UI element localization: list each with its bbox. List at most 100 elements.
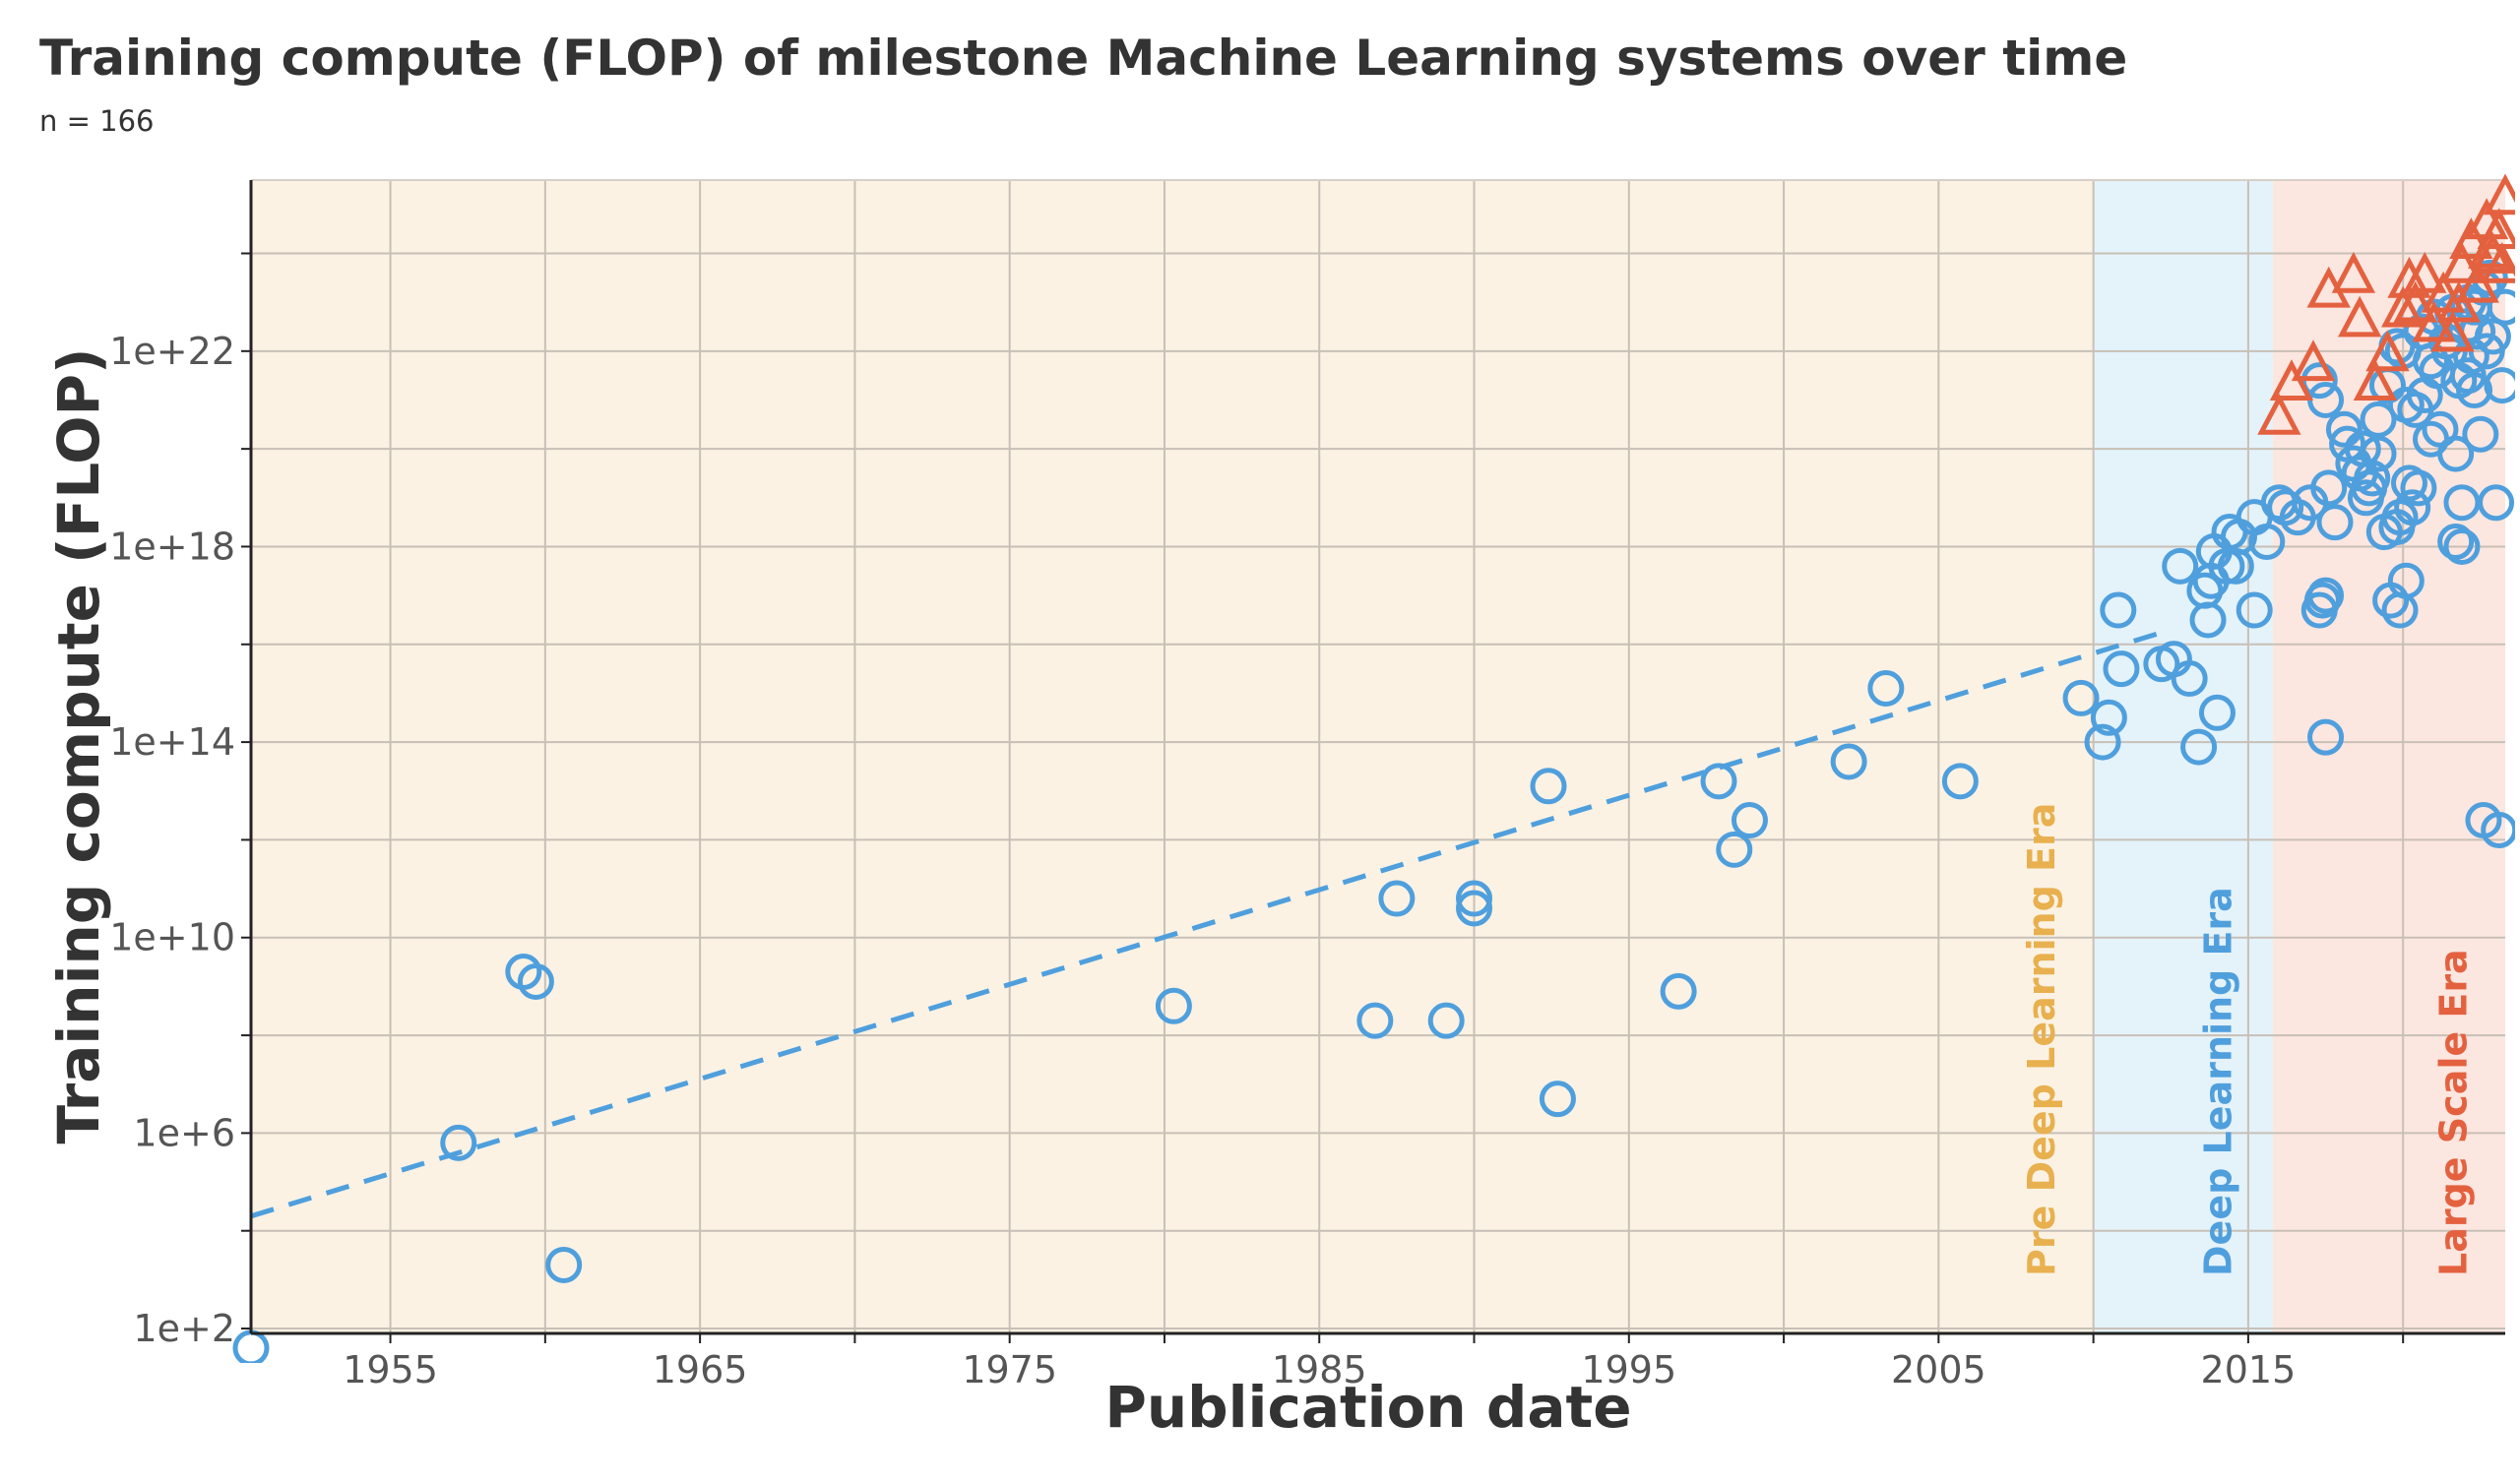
data-point-circle bbox=[517, 962, 554, 1000]
data-point-triangle bbox=[2483, 173, 2515, 216]
era-backgrounds bbox=[251, 180, 2505, 1333]
era-band-1 bbox=[2093, 180, 2274, 1333]
grid-lines bbox=[251, 179, 2505, 1333]
data-point-circle bbox=[2180, 728, 2218, 766]
data-point-circle bbox=[2394, 489, 2431, 526]
era-band-0 bbox=[251, 180, 2094, 1333]
x-tick-label: 2005 bbox=[1891, 1348, 1986, 1391]
data-points bbox=[232, 173, 2515, 1363]
data-point-triangle bbox=[2430, 310, 2475, 352]
data-point-triangle bbox=[2381, 285, 2426, 328]
data-point-circle bbox=[2452, 338, 2489, 375]
data-point-triangle bbox=[2468, 227, 2512, 269]
x-tick-label: 1965 bbox=[653, 1348, 748, 1391]
chart-subtitle: n = 166 bbox=[39, 104, 155, 138]
y-tick-label: 1e+22 bbox=[109, 330, 235, 373]
era-label-0: Pre Deep Learning Era bbox=[2020, 803, 2063, 1276]
data-point-triangle bbox=[2455, 261, 2499, 303]
data-point-circle bbox=[1356, 1002, 1394, 1039]
x-tick-label: 1975 bbox=[962, 1348, 1057, 1391]
data-point-circle bbox=[2360, 435, 2397, 472]
trend-line-layer bbox=[250, 627, 2173, 1219]
data-point-triangle bbox=[2436, 280, 2481, 323]
data-point-circle bbox=[2307, 718, 2345, 756]
data-point-circle bbox=[2443, 527, 2481, 565]
x-tick-label: 1985 bbox=[1272, 1348, 1367, 1391]
data-point-triangle bbox=[2338, 295, 2382, 338]
chart-title: Training compute (FLOP) of milestone Mac… bbox=[39, 30, 2128, 87]
data-point-circle bbox=[2413, 342, 2450, 380]
data-point-circle bbox=[1456, 890, 1493, 927]
data-point-circle bbox=[2387, 386, 2425, 423]
data-point-triangle bbox=[2412, 300, 2456, 342]
data-point-circle bbox=[1427, 1002, 1465, 1039]
data-point-circle bbox=[1731, 802, 1768, 839]
y-tick-label: 1e+10 bbox=[109, 916, 235, 959]
data-point-circle bbox=[1660, 972, 1697, 1010]
axes bbox=[241, 180, 2505, 1343]
x-tick-label: 1955 bbox=[343, 1348, 438, 1391]
data-point-circle bbox=[1830, 743, 1867, 780]
data-point-triangle bbox=[2257, 393, 2301, 435]
data-point-circle bbox=[2208, 547, 2245, 585]
data-point-circle bbox=[2162, 547, 2199, 585]
data-point-circle bbox=[2478, 484, 2515, 522]
data-point-triangle bbox=[2291, 340, 2336, 382]
data-point-circle bbox=[2344, 430, 2381, 467]
data-point-circle bbox=[2316, 504, 2354, 541]
data-point-circle bbox=[2090, 699, 2127, 736]
data-point-circle bbox=[2484, 367, 2515, 404]
data-point-triangle bbox=[2403, 251, 2447, 293]
data-point-circle bbox=[2310, 469, 2348, 507]
data-point-circle bbox=[1456, 880, 1493, 917]
data-point-circle bbox=[2449, 357, 2487, 395]
x-tick-label: 1995 bbox=[1581, 1348, 1676, 1391]
data-point-circle bbox=[232, 1329, 270, 1363]
data-point-circle bbox=[1941, 763, 1979, 800]
y-tick-label: 1e+2 bbox=[133, 1307, 235, 1350]
data-point-circle bbox=[1716, 831, 1753, 868]
era-label-1: Deep Learning Era bbox=[2196, 887, 2239, 1276]
data-point-circle bbox=[2100, 591, 2137, 629]
data-point-circle bbox=[2303, 582, 2341, 619]
y-tick-label: 1e+14 bbox=[109, 720, 235, 764]
data-point-triangle bbox=[2421, 271, 2466, 313]
data-point-circle bbox=[2198, 694, 2236, 731]
data-point-circle bbox=[2437, 435, 2475, 472]
tick-labels: 1955 1965 1975 1985 1995 2005 2015 1e+2 1e+6 1e+1… bbox=[109, 330, 2296, 1391]
data-point-circle bbox=[2387, 562, 2425, 599]
data-point-circle bbox=[2062, 679, 2100, 716]
data-point-circle bbox=[1378, 880, 1416, 917]
trend-line bbox=[250, 627, 2173, 1219]
data-point-circle bbox=[2103, 650, 2140, 688]
y-tick-label: 1e+18 bbox=[109, 525, 235, 568]
data-point-circle bbox=[545, 1246, 583, 1283]
data-point-circle bbox=[1867, 669, 1905, 707]
data-point-triangle bbox=[2353, 359, 2398, 401]
data-point-circle bbox=[2171, 660, 2208, 698]
data-point-circle bbox=[2437, 523, 2475, 560]
data-point-circle bbox=[440, 1124, 477, 1161]
data-point-circle bbox=[2400, 469, 2437, 507]
data-point-circle bbox=[2189, 601, 2227, 639]
era-label-2: Large Scale Era bbox=[2432, 949, 2476, 1276]
data-point-circle bbox=[2248, 523, 2286, 560]
x-tick-label: 2015 bbox=[2201, 1348, 2297, 1391]
data-point-triangle bbox=[2269, 359, 2314, 401]
data-point-circle bbox=[1539, 1081, 1576, 1118]
data-point-circle bbox=[1155, 987, 1192, 1024]
data-point-triangle bbox=[2331, 251, 2376, 293]
data-point-circle bbox=[2236, 591, 2273, 629]
data-point-triangle bbox=[2365, 330, 2410, 372]
data-point-circle bbox=[2462, 415, 2499, 453]
data-point-triangle bbox=[2393, 280, 2437, 323]
data-point-circle bbox=[2325, 410, 2362, 448]
era-labels: Pre Deep Learning Era Deep Learning Era La… bbox=[2020, 803, 2475, 1276]
data-point-circle bbox=[2443, 484, 2481, 522]
data-point-circle bbox=[2084, 723, 2121, 761]
data-point-circle bbox=[2465, 802, 2502, 839]
data-point-circle bbox=[2474, 318, 2511, 355]
y-axis-label: Training compute (FLOP) bbox=[45, 347, 112, 1143]
data-point-circle bbox=[1700, 763, 1737, 800]
